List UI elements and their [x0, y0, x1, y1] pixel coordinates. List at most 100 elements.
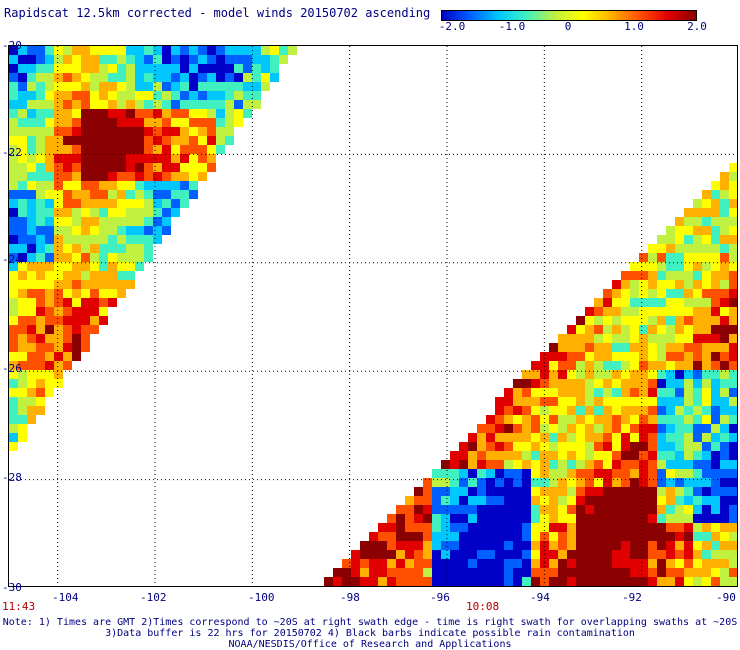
swath-pixel-right	[621, 532, 630, 541]
swath-pixel-right	[450, 577, 459, 586]
swath-pixel-right	[549, 586, 558, 587]
swath-pixel-right	[693, 226, 702, 235]
swath-pixel-left	[54, 73, 63, 82]
swath-pixel-right	[711, 460, 720, 469]
swath-pixel-right	[495, 406, 504, 415]
swath-pixel-left	[54, 325, 63, 334]
swath-pixel-right	[657, 262, 666, 271]
swath-pixel-right	[441, 460, 450, 469]
swath-pixel-right	[684, 316, 693, 325]
swath-pixel-right	[684, 289, 693, 298]
swath-pixel-left	[9, 253, 18, 262]
swath-pixel-right	[603, 451, 612, 460]
swath-pixel-right	[639, 424, 648, 433]
swath-pixel-right	[522, 406, 531, 415]
swath-pixel-right	[648, 316, 657, 325]
swath-pixel-right	[639, 280, 648, 289]
swath-pixel-left	[90, 73, 99, 82]
swath-pixel-right	[657, 451, 666, 460]
swath-pixel-left	[99, 91, 108, 100]
swath-pixel-right	[612, 433, 621, 442]
swath-pixel-right	[486, 460, 495, 469]
swath-pixel-left	[54, 46, 63, 55]
swath-pixel-left	[252, 64, 261, 73]
swath-pixel-left	[198, 73, 207, 82]
swath-pixel-left	[117, 271, 126, 280]
swath-pixel-left	[72, 73, 81, 82]
swath-pixel-left	[72, 217, 81, 226]
swath-pixel-right	[675, 217, 684, 226]
swath-pixel-right	[648, 442, 657, 451]
swath-pixel-left	[9, 325, 18, 334]
swath-pixel-right	[720, 361, 729, 370]
swath-pixel-right	[594, 406, 603, 415]
swath-pixel-right	[639, 523, 648, 532]
swath-pixel-left	[126, 226, 135, 235]
swath-pixel-left	[27, 361, 36, 370]
swath-pixel-left	[225, 82, 234, 91]
swath-pixel-right	[630, 388, 639, 397]
swath-pixel-right	[711, 532, 720, 541]
swath-pixel-right	[540, 424, 549, 433]
swath-pixel-right	[369, 559, 378, 568]
swath-pixel-right	[621, 325, 630, 334]
swath-pixel-right	[621, 496, 630, 505]
swath-pixel-right	[522, 577, 531, 586]
swath-pixel-right	[693, 568, 702, 577]
swath-pixel-right	[360, 568, 369, 577]
swath-pixel-left	[135, 73, 144, 82]
swath-pixel-right	[666, 271, 675, 280]
swath-pixel-right	[585, 316, 594, 325]
swath-pixel-right	[576, 487, 585, 496]
swath-pixel-right	[621, 514, 630, 523]
swath-pixel-right	[486, 469, 495, 478]
swath-pixel-right	[666, 415, 675, 424]
swath-pixel-right	[666, 478, 675, 487]
swath-pixel-left	[18, 154, 27, 163]
swath-pixel-left	[144, 163, 153, 172]
swath-pixel-left	[90, 244, 99, 253]
swath-pixel-right	[666, 523, 675, 532]
swath-pixel-left	[72, 208, 81, 217]
swath-pixel-right	[684, 379, 693, 388]
swath-time-left: 11:43	[2, 600, 36, 613]
swath-pixel-right	[702, 397, 711, 406]
swath-pixel-right	[531, 478, 540, 487]
swath-pixel-right	[513, 532, 522, 541]
swath-pixel-left	[117, 136, 126, 145]
swath-pixel-left	[81, 55, 90, 64]
swath-pixel-right	[720, 433, 729, 442]
swath-pixel-right	[531, 487, 540, 496]
swath-pixel-right	[612, 343, 621, 352]
swath-pixel-left	[108, 172, 117, 181]
swath-pixel-right	[621, 379, 630, 388]
swath-pixel-left	[63, 136, 72, 145]
swath-pixel-right	[684, 262, 693, 271]
swath-pixel-right	[666, 541, 675, 550]
swath-pixel-right	[603, 343, 612, 352]
swath-pixel-left	[18, 271, 27, 280]
swath-pixel-right	[558, 379, 567, 388]
swath-pixel-right	[630, 316, 639, 325]
swath-pixel-left	[90, 154, 99, 163]
swath-pixel-right	[612, 307, 621, 316]
swath-pixel-right	[630, 307, 639, 316]
swath-pixel-right	[585, 577, 594, 586]
swath-pixel-left	[99, 289, 108, 298]
swath-pixel-right	[639, 262, 648, 271]
swath-pixel-right	[549, 550, 558, 559]
swath-pixel-right	[468, 433, 477, 442]
swath-pixel-left	[63, 316, 72, 325]
swath-pixel-left	[72, 352, 81, 361]
swath-pixel-right	[675, 370, 684, 379]
swath-pixel-left	[18, 163, 27, 172]
swath-pixel-right	[621, 505, 630, 514]
swath-pixel-right	[531, 568, 540, 577]
swath-pixel-right	[729, 226, 737, 235]
swath-pixel-left	[81, 118, 90, 127]
swath-pixel-left	[207, 118, 216, 127]
swath-pixel-left	[36, 145, 45, 154]
swath-pixel-right	[657, 568, 666, 577]
swath-pixel-right	[576, 433, 585, 442]
swath-pixel-right	[414, 550, 423, 559]
